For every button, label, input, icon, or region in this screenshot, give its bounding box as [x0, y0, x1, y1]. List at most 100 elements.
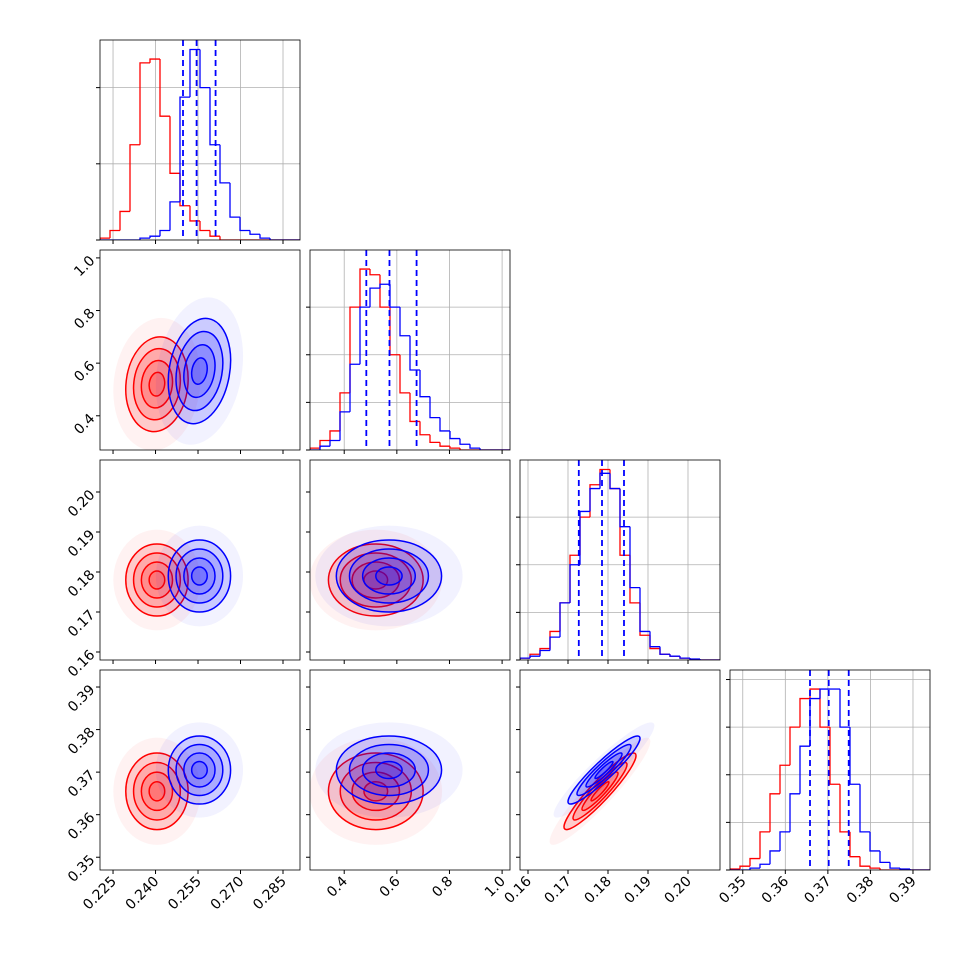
- panel-frame: [309, 669, 511, 871]
- histogram-step: [389, 307, 400, 356]
- contour: [590, 780, 610, 802]
- histogram-step: [759, 863, 770, 869]
- histogram-step: [129, 144, 140, 212]
- histogram-step: [459, 448, 470, 450]
- histogram-step: [589, 487, 600, 512]
- panel: [520, 460, 720, 660]
- x-tick-label: 0.285: [250, 874, 290, 914]
- histogram-step: [310, 447, 320, 450]
- panel: [100, 40, 300, 240]
- y-tick-label: 0.36: [65, 810, 98, 843]
- panel-frame: [99, 39, 301, 241]
- contour: [375, 566, 403, 586]
- density-fill: [336, 735, 442, 805]
- histogram-step: [389, 284, 400, 308]
- contour: [140, 561, 174, 599]
- histogram-step: [639, 602, 650, 636]
- histogram-step: [429, 396, 440, 419]
- panel: [310, 722, 463, 845]
- histogram-step: [379, 274, 390, 308]
- histogram-step: [609, 469, 620, 490]
- density-fill: [336, 540, 442, 612]
- histogram-step: [730, 868, 740, 870]
- histogram-step: [419, 370, 430, 398]
- histogram-step: [779, 831, 790, 851]
- panel-frame: [519, 459, 721, 661]
- contour: [148, 570, 166, 590]
- histogram-step: [749, 857, 760, 867]
- density-fill: [168, 540, 231, 612]
- histogram-step: [849, 831, 860, 858]
- histogram-step: [169, 116, 180, 174]
- histogram-step: [319, 445, 330, 450]
- density-fill: [363, 571, 388, 589]
- contour: [335, 539, 443, 613]
- histogram-step: [539, 649, 550, 657]
- density-fill: [328, 544, 424, 616]
- histogram-step: [179, 96, 190, 202]
- y-tick-label: 0.17: [65, 607, 98, 640]
- histogram-step: [439, 417, 450, 432]
- contour: [175, 743, 224, 797]
- histogram-step: [379, 283, 390, 289]
- contour: [183, 557, 216, 595]
- histogram-step: [809, 688, 820, 699]
- contour: [363, 780, 389, 802]
- contour: [348, 548, 430, 604]
- histogram-step: [659, 646, 670, 655]
- histogram-step: [839, 689, 850, 728]
- point-cloud: [553, 722, 655, 818]
- histogram-step: [759, 831, 770, 859]
- histogram-step: [149, 235, 160, 239]
- contour: [132, 347, 182, 421]
- histogram-step: [179, 173, 190, 207]
- density-fill: [375, 567, 403, 585]
- histogram-step: [219, 236, 230, 240]
- panel: [310, 250, 510, 450]
- x-tick-label: 0.4: [324, 873, 351, 900]
- panel: [549, 722, 655, 845]
- histogram-step: [909, 869, 920, 870]
- histogram-step: [339, 411, 350, 441]
- contour: [183, 752, 216, 788]
- y-tick-label: 0.38: [65, 725, 98, 758]
- histogram-step: [889, 862, 900, 869]
- x-tick-label: 0.17: [541, 874, 574, 907]
- x-tick-label: 0.20: [661, 874, 694, 907]
- x-tick-label: 0.18: [581, 874, 614, 907]
- histogram-step: [409, 335, 420, 371]
- histogram-step: [399, 354, 410, 394]
- density-fill: [349, 744, 429, 796]
- histogram-step: [799, 697, 810, 728]
- contour: [167, 539, 232, 613]
- contour: [327, 752, 424, 831]
- density-fill: [168, 735, 231, 805]
- contour: [335, 735, 443, 805]
- histogram-step: [219, 144, 230, 184]
- contour: [190, 566, 208, 586]
- y-tick-label: 1.0: [71, 253, 98, 280]
- histogram-step: [549, 630, 560, 649]
- histogram-step: [149, 58, 160, 63]
- histogram-step: [789, 726, 800, 766]
- panel-frame: [309, 249, 511, 451]
- histogram-step: [699, 659, 710, 660]
- histogram-step: [669, 654, 680, 657]
- density-fill: [141, 562, 173, 598]
- histogram-step: [559, 602, 570, 638]
- x-tick-label: 0.19: [621, 874, 654, 907]
- y-tick-label: 0.4: [71, 411, 98, 438]
- density-fill: [125, 544, 189, 616]
- histogram-step: [159, 59, 170, 117]
- histogram-step: [349, 306, 360, 393]
- density-fill: [183, 752, 216, 788]
- density-fill: [149, 372, 165, 397]
- histogram-step: [569, 564, 580, 603]
- y-tick-label: 0.35: [65, 852, 98, 885]
- histogram-step: [859, 784, 870, 833]
- histogram-step: [100, 237, 110, 240]
- histogram-step: [869, 866, 880, 869]
- density-fill: [362, 752, 416, 788]
- density-fill: [149, 781, 165, 801]
- contour: [327, 543, 424, 617]
